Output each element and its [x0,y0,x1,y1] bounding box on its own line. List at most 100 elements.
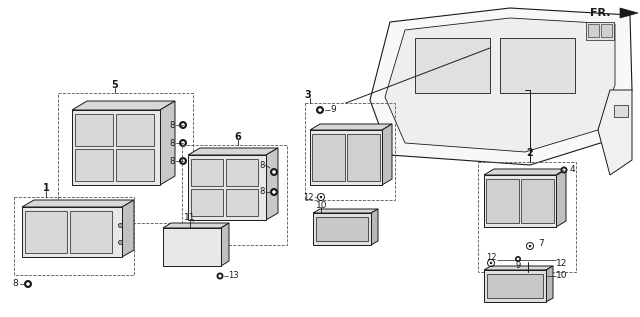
Bar [188,155,266,220]
Circle shape [529,245,531,247]
Text: 8: 8 [170,157,175,165]
Bar [310,130,382,185]
Bar [313,213,371,245]
Bar [415,38,490,93]
Bar [182,145,287,245]
Polygon shape [72,101,175,110]
Bar [58,93,193,223]
Circle shape [561,166,568,173]
Text: 13: 13 [228,271,239,281]
Polygon shape [598,90,632,175]
Polygon shape [382,124,392,185]
Polygon shape [385,18,615,152]
Bar [116,114,154,146]
Polygon shape [122,200,134,257]
Bar [484,175,556,227]
Bar [305,103,395,200]
Bar [316,217,368,241]
Polygon shape [371,209,378,245]
Polygon shape [22,200,134,207]
Circle shape [516,258,519,260]
Text: 8: 8 [12,280,18,288]
Circle shape [181,123,185,127]
Circle shape [24,280,32,288]
Polygon shape [620,8,638,18]
Text: 9: 9 [515,261,520,269]
Circle shape [218,275,221,278]
Text: 8: 8 [170,120,175,130]
Text: 10: 10 [316,200,328,210]
Bar [521,179,554,223]
Circle shape [181,141,185,145]
Bar [347,134,380,181]
Circle shape [272,170,276,174]
Circle shape [270,168,278,176]
Text: FR.: FR. [590,8,611,18]
Bar [601,24,612,37]
Bar [163,228,221,266]
Text: 7: 7 [538,238,544,248]
Text: 6: 6 [235,132,241,142]
Text: 8: 8 [260,187,265,197]
Bar [22,207,122,257]
Circle shape [272,190,276,194]
Bar [312,134,345,181]
Circle shape [515,256,521,262]
Text: 3: 3 [305,90,312,100]
Text: 2: 2 [527,148,533,158]
Circle shape [490,262,492,264]
Text: 8: 8 [170,139,175,147]
Circle shape [181,159,185,163]
Polygon shape [484,169,566,175]
Bar [487,274,543,298]
Circle shape [26,282,30,286]
Text: 12: 12 [303,192,314,202]
Bar [70,211,112,253]
Bar [226,159,258,186]
Circle shape [179,139,187,147]
Polygon shape [160,101,175,185]
Circle shape [179,157,187,165]
Bar [588,24,599,37]
Bar [478,162,576,272]
Polygon shape [310,124,392,130]
Text: 11: 11 [184,214,196,223]
Text: 8: 8 [260,160,265,170]
Polygon shape [188,148,278,155]
Circle shape [270,188,278,196]
Polygon shape [266,148,278,220]
Circle shape [318,108,322,112]
Bar [226,189,258,216]
Bar [75,114,113,146]
Polygon shape [370,8,632,165]
Circle shape [316,106,324,114]
Polygon shape [163,223,229,228]
Bar [75,149,113,181]
Circle shape [563,168,566,171]
Polygon shape [313,209,378,213]
Text: 4: 4 [570,165,575,174]
Text: 1: 1 [43,183,49,193]
Text: 12: 12 [556,258,568,268]
Bar [14,197,134,275]
Bar [500,38,575,93]
Bar [72,110,160,185]
Bar [191,189,223,216]
Bar [586,22,614,40]
Circle shape [216,273,223,280]
Bar [484,270,546,302]
Bar [116,149,154,181]
Text: 12: 12 [486,253,496,262]
Text: 10: 10 [556,271,568,281]
Bar [486,179,519,223]
Polygon shape [546,266,553,302]
Circle shape [320,196,322,198]
Polygon shape [556,169,566,227]
Text: 9: 9 [330,106,336,114]
Bar [25,211,67,253]
Text: 5: 5 [111,80,118,90]
Bar [191,159,223,186]
Polygon shape [221,223,229,266]
Polygon shape [484,266,553,270]
Bar [614,105,628,117]
